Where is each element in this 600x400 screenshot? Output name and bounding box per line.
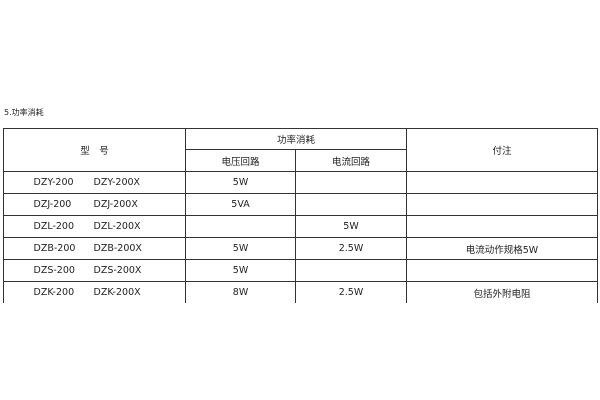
cell-note: 电流动作规格5W [406,237,598,260]
model-b: DZY-200X [93,177,141,188]
header-current: 电流回路 [295,149,407,172]
table-row: DZJ-200 DZJ-200X 5VA [3,193,598,216]
cell-note [406,215,598,238]
model-a: DZY-200 [33,177,74,188]
model-a: DZL-200 [33,221,75,232]
cell-current [295,171,407,194]
table-row: DZK-200 DZK-200X 8W 2.5W 包括外附电阻 [3,281,598,303]
table-row: DZS-200 DZS-200X 5W [3,259,598,282]
table-row: DZL-200 DZL-200X 5W [3,215,598,238]
model-b: DZB-200X [93,243,142,254]
cell-note: 包括外附电阻 [406,281,598,303]
cell-note [406,171,598,194]
model-a: DZB-200 [33,243,76,254]
cell-model: DZK-200 DZK-200X [3,281,186,303]
power-consumption-table: 型 号 功率消耗 付注 电压回路 电流回路 DZY-200 DZY-200X 5W… [3,128,598,303]
model-b: DZJ-200X [93,199,138,210]
model-b: DZL-200X [93,221,141,232]
model-a: DZJ-200 [33,199,72,210]
subheader-row: 电压回路 电流回路 [4,149,598,172]
cell-voltage: 5W [185,237,296,260]
cell-voltage [185,215,296,238]
section-title: 5.功率消耗 [4,108,44,117]
cell-model: DZY-200 DZY-200X [3,171,186,194]
header-row: 型 号 功率消耗 付注 [3,128,598,172]
table-row: DZB-200 DZB-200X 5W 2.5W 电流动作规格5W [3,237,598,260]
cell-note [406,193,598,216]
cell-note [406,259,598,282]
table-row: DZY-200 DZY-200X 5W [3,171,598,194]
header-note: 付注 [406,128,598,172]
model-a: DZS-200 [33,265,75,276]
cell-current: 2.5W [295,237,407,260]
model-a: DZK-200 [33,287,75,298]
cell-model: DZS-200 DZS-200X [3,259,186,282]
cell-current: 5W [295,215,407,238]
cell-current [295,193,407,216]
cell-current [295,259,407,282]
cell-voltage: 8W [185,281,296,303]
header-model: 型 号 [3,128,186,172]
cell-current: 2.5W [295,281,407,303]
cell-voltage: 5VA [185,193,296,216]
cell-model: DZB-200 DZB-200X [3,237,186,260]
cell-voltage: 5W [185,171,296,194]
cell-voltage: 5W [185,259,296,282]
cell-model: DZJ-200 DZJ-200X [3,193,186,216]
cell-model: DZL-200 DZL-200X [3,215,186,238]
header-power: 功率消耗 [185,128,407,150]
header-voltage: 电压回路 [185,149,296,172]
model-b: DZS-200X [93,265,142,276]
model-b: DZK-200X [93,287,141,298]
